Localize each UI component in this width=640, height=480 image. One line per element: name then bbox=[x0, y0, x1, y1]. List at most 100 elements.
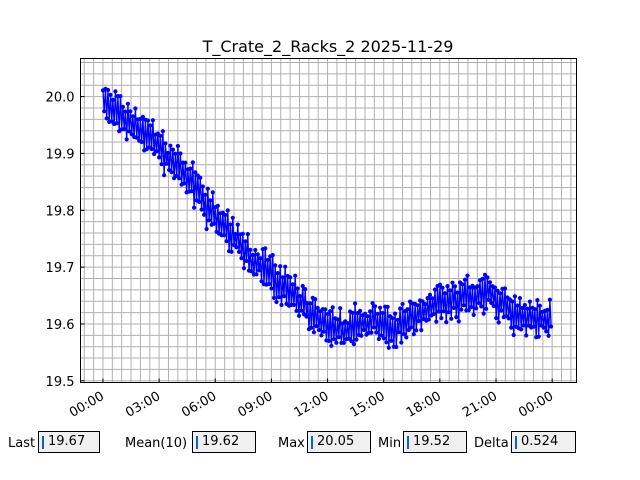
data-point bbox=[233, 231, 238, 237]
x-tick-label: 12:00 bbox=[292, 389, 332, 421]
data-point bbox=[449, 316, 454, 321]
data-point bbox=[454, 315, 459, 320]
data-point bbox=[386, 345, 391, 350]
data-point bbox=[114, 121, 119, 126]
data-point bbox=[293, 273, 298, 278]
data-point bbox=[311, 330, 316, 335]
data-point bbox=[499, 308, 504, 313]
text-cursor bbox=[515, 436, 517, 449]
data-point bbox=[399, 340, 404, 345]
last-value-field[interactable]: 19.67 bbox=[38, 431, 100, 453]
text-cursor bbox=[311, 436, 313, 449]
data-point bbox=[125, 101, 130, 106]
data-point bbox=[486, 297, 491, 302]
data-point bbox=[205, 186, 210, 191]
plot-frame bbox=[80, 58, 577, 383]
data-point bbox=[245, 232, 250, 237]
data-point bbox=[299, 308, 304, 313]
data-point bbox=[420, 299, 425, 304]
data-point bbox=[271, 295, 277, 300]
data-point bbox=[255, 252, 260, 257]
mean-value: 19.62 bbox=[202, 434, 240, 449]
series-temperature bbox=[100, 86, 554, 350]
data-point bbox=[546, 333, 551, 338]
y-tick-label: 19.7 bbox=[46, 261, 75, 276]
x-tick-label: 03:00 bbox=[123, 389, 163, 421]
data-point bbox=[243, 239, 248, 244]
data-point bbox=[441, 309, 446, 314]
data-point bbox=[175, 143, 180, 149]
data-point bbox=[511, 332, 516, 338]
min-value-field[interactable]: 19.52 bbox=[403, 431, 467, 453]
data-point bbox=[479, 304, 484, 309]
data-point bbox=[379, 333, 384, 338]
data-point bbox=[296, 313, 302, 318]
max-value: 20.05 bbox=[317, 434, 355, 449]
delta-value: 0.524 bbox=[521, 434, 559, 449]
data-point bbox=[130, 114, 135, 119]
data-point bbox=[361, 327, 366, 332]
data-point bbox=[512, 294, 518, 299]
data-point bbox=[328, 309, 333, 314]
data-point bbox=[532, 307, 538, 312]
data-point bbox=[308, 301, 313, 306]
data-point bbox=[182, 181, 187, 186]
data-point bbox=[127, 129, 132, 134]
data-point bbox=[164, 161, 169, 166]
data-point bbox=[335, 317, 340, 322]
max-value-field[interactable]: 20.05 bbox=[307, 431, 371, 453]
data-point bbox=[510, 299, 515, 304]
data-point bbox=[249, 269, 254, 274]
data-point bbox=[425, 296, 430, 301]
data-point bbox=[265, 257, 270, 263]
data-point bbox=[524, 333, 529, 338]
data-point bbox=[393, 311, 398, 316]
data-point bbox=[416, 318, 421, 324]
data-point bbox=[149, 146, 154, 152]
data-point bbox=[225, 208, 230, 213]
data-point bbox=[118, 94, 123, 99]
data-point bbox=[460, 282, 465, 287]
data-point bbox=[341, 340, 346, 345]
mean-value-field[interactable]: 19.62 bbox=[192, 431, 256, 453]
data-point bbox=[189, 189, 194, 194]
data-point bbox=[358, 308, 363, 313]
data-point bbox=[475, 284, 480, 289]
data-point bbox=[210, 190, 215, 195]
max-label: Max bbox=[278, 436, 305, 451]
data-point bbox=[276, 295, 282, 300]
data-point bbox=[199, 207, 204, 212]
data-point bbox=[300, 283, 305, 289]
text-cursor bbox=[196, 436, 198, 449]
data-point bbox=[157, 155, 162, 160]
data-point bbox=[430, 296, 435, 301]
data-point bbox=[334, 340, 339, 345]
data-point bbox=[411, 332, 416, 337]
mean-label: Mean(10) bbox=[125, 436, 188, 451]
x-tick-label: 06:00 bbox=[179, 389, 219, 421]
data-point bbox=[253, 247, 258, 253]
data-point bbox=[423, 302, 428, 307]
data-point bbox=[102, 109, 107, 114]
data-point bbox=[353, 301, 358, 306]
data-point bbox=[266, 281, 272, 287]
series-line bbox=[102, 88, 552, 348]
x-tick-label: 18:00 bbox=[404, 389, 444, 421]
data-point bbox=[183, 160, 188, 165]
data-point bbox=[404, 335, 409, 340]
data-point bbox=[394, 344, 399, 350]
data-point bbox=[202, 212, 207, 217]
data-point bbox=[515, 303, 520, 308]
data-point bbox=[256, 268, 262, 273]
data-point bbox=[162, 173, 167, 178]
data-point bbox=[122, 127, 127, 132]
data-point bbox=[325, 311, 330, 317]
delta-value-field[interactable]: 0.524 bbox=[511, 431, 576, 453]
data-point bbox=[313, 297, 318, 302]
data-point bbox=[190, 160, 195, 165]
data-point bbox=[291, 302, 297, 307]
data-point bbox=[165, 150, 170, 156]
data-point bbox=[431, 311, 436, 317]
data-point bbox=[545, 307, 550, 312]
data-point bbox=[519, 327, 524, 332]
